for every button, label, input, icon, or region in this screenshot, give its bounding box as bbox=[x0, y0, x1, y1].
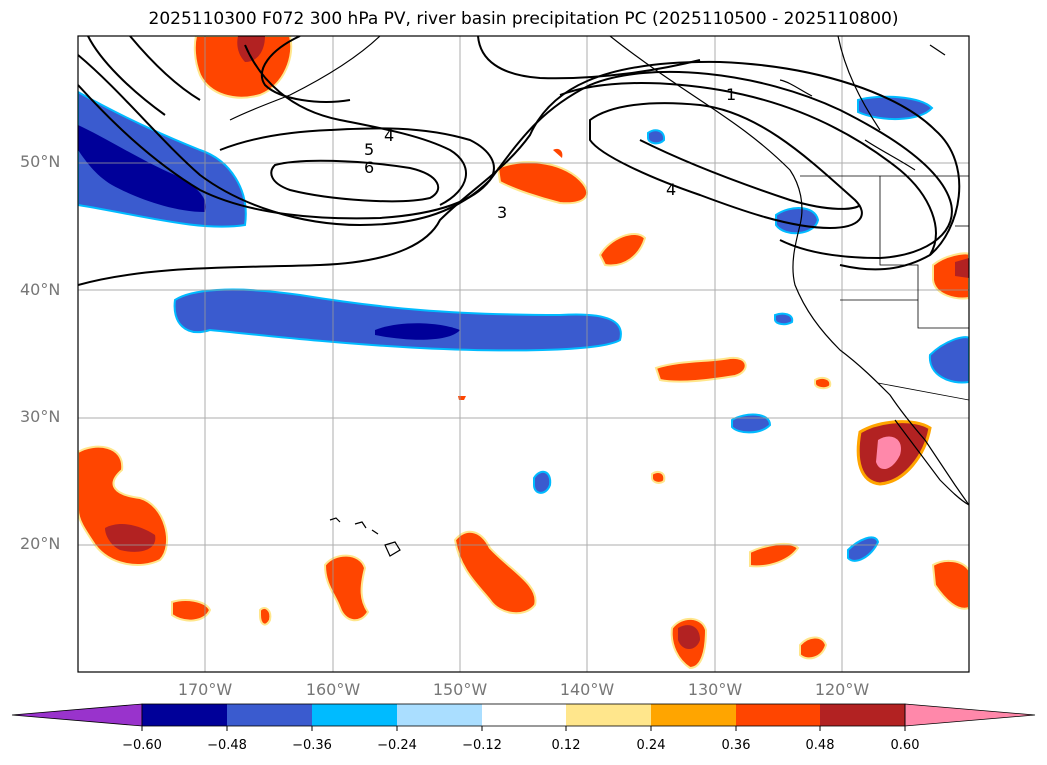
contour-labels: 1 3 4 4 5 6 bbox=[364, 85, 736, 222]
lat-label: 30°N bbox=[20, 407, 61, 426]
colorbar-tick-label: 0.48 bbox=[805, 738, 835, 753]
lat-label: 50°N bbox=[20, 152, 61, 171]
map-border bbox=[77, 35, 970, 673]
colorbar-segment bbox=[227, 704, 312, 726]
lon-label: 170°W bbox=[177, 680, 233, 699]
colorbar-tick-label: 0.60 bbox=[890, 738, 920, 753]
contour-label: 6 bbox=[364, 158, 374, 177]
contour-label: 4 bbox=[666, 180, 676, 199]
lon-label: 130°W bbox=[687, 680, 743, 699]
lon-label: 160°W bbox=[305, 680, 361, 699]
positive-anomaly-regions bbox=[78, 36, 969, 670]
graticule bbox=[78, 36, 969, 672]
colorbar-tick-label: 0.36 bbox=[721, 738, 751, 753]
contour-label: 5 bbox=[364, 140, 374, 159]
colorbar bbox=[11, 703, 1036, 731]
contour-label: 1 bbox=[726, 85, 736, 104]
chart-title: 2025110300 F072 300 hPa PV, river basin … bbox=[148, 9, 899, 29]
colorbar-segment bbox=[142, 704, 227, 726]
colorbar-segment bbox=[651, 704, 736, 726]
pv-contours bbox=[78, 36, 961, 286]
colorbar-tick-label: −0.48 bbox=[207, 738, 247, 753]
colorbar-tick-label: −0.12 bbox=[462, 738, 502, 753]
map-area bbox=[78, 36, 969, 672]
colorbar-segment bbox=[312, 704, 397, 726]
contour-label: 4 bbox=[384, 126, 394, 145]
colorbar-segment bbox=[566, 704, 651, 726]
colorbar-tick-label: −0.24 bbox=[377, 738, 417, 753]
lat-label: 20°N bbox=[20, 534, 61, 553]
colorbar-tick-label: 0.24 bbox=[636, 738, 666, 753]
colorbar-segment bbox=[397, 704, 482, 726]
lon-label: 140°W bbox=[559, 680, 615, 699]
colorbar-extend-min bbox=[11, 703, 143, 727]
lat-label: 40°N bbox=[20, 280, 61, 299]
lon-label: 120°W bbox=[814, 680, 870, 699]
colorbar-extend-max bbox=[904, 703, 1036, 727]
colorbar-tick-label: −0.60 bbox=[122, 738, 162, 753]
contour-label: 3 bbox=[497, 203, 507, 222]
colorbar-segment bbox=[736, 704, 820, 726]
colorbar-segment bbox=[482, 704, 566, 726]
colorbar-segment bbox=[820, 704, 905, 726]
colorbar-tick-label: 0.12 bbox=[551, 738, 581, 753]
islands bbox=[329, 517, 401, 557]
colorbar-tick-label: −0.36 bbox=[292, 738, 332, 753]
lon-label: 150°W bbox=[432, 680, 488, 699]
negative-anomaly-regions bbox=[78, 90, 969, 562]
